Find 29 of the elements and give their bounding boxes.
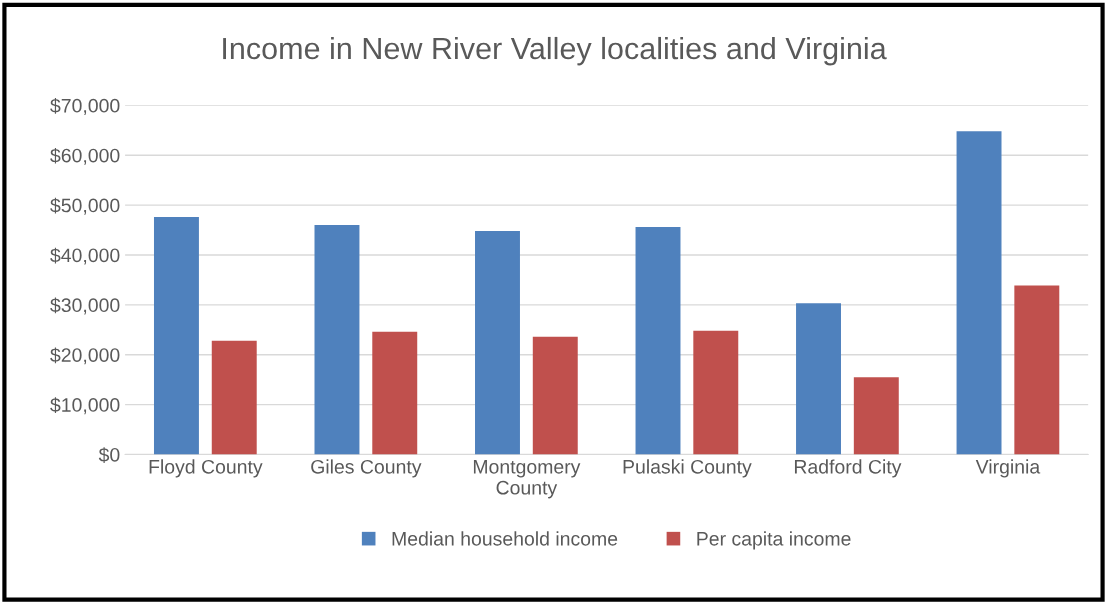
bar bbox=[211, 340, 257, 455]
bar bbox=[796, 303, 841, 455]
y-tick-label: $40,000 bbox=[50, 247, 120, 265]
bar bbox=[956, 131, 1002, 455]
y-tick-label: $50,000 bbox=[50, 197, 120, 215]
x-tick-label: Radford City bbox=[794, 459, 902, 478]
y-tick-label: $70,000 bbox=[50, 98, 120, 115]
chart-title: Income in New River Valley localities and Virginia bbox=[223, 36, 887, 66]
bar bbox=[372, 331, 418, 455]
y-tick-label: $0 bbox=[98, 447, 120, 463]
bar bbox=[1014, 285, 1060, 455]
x-tick-label: Pulaski County bbox=[623, 459, 752, 478]
y-tick-label: $20,000 bbox=[50, 347, 120, 365]
x-tick-label: Montgomery County bbox=[473, 460, 581, 499]
x-tick-label: Virginia bbox=[975, 459, 1041, 478]
bar bbox=[475, 231, 520, 455]
bar bbox=[635, 227, 681, 455]
x-tick-label: Giles County bbox=[311, 459, 422, 478]
y-tick-label: $10,000 bbox=[50, 397, 120, 415]
bar bbox=[314, 225, 360, 455]
bar bbox=[532, 336, 578, 455]
bar bbox=[153, 217, 199, 455]
legend-label: Median household income bbox=[392, 531, 618, 546]
y-tick-label: $60,000 bbox=[50, 147, 120, 165]
bar bbox=[693, 330, 739, 455]
legend-label: Per capita income bbox=[697, 531, 851, 550]
x-tick-label: Floyd County bbox=[149, 459, 263, 478]
bar bbox=[853, 377, 899, 455]
y-tick-label: $30,000 bbox=[50, 297, 120, 315]
